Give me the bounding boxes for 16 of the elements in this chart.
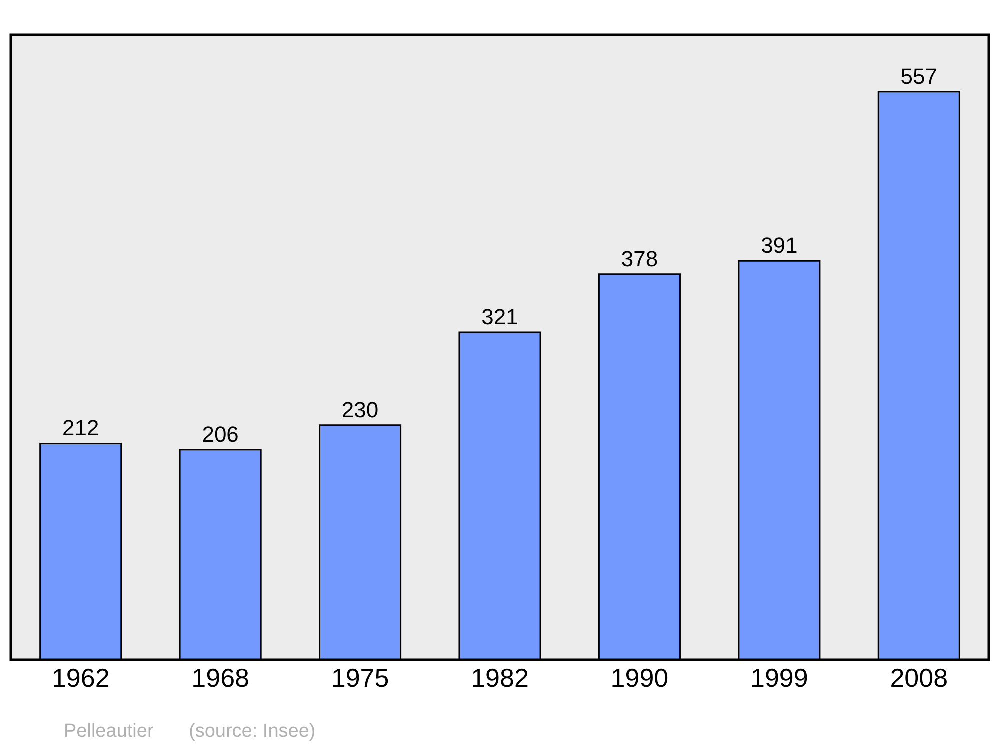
text: (source: Insee) xyxy=(189,721,316,742)
text: Pelleautier xyxy=(64,721,154,742)
x-tick-label: 1968 xyxy=(192,663,250,693)
x-tick-label: 1975 xyxy=(331,663,390,693)
x-tick-label: 1982 xyxy=(471,663,529,693)
data-label: 230 xyxy=(342,397,379,422)
data-label: 378 xyxy=(621,246,658,272)
x-tick-label: 1990 xyxy=(610,663,669,693)
data-label: 212 xyxy=(62,416,100,441)
data-label: 206 xyxy=(202,422,239,447)
x-tick-label: 2008 xyxy=(890,663,948,693)
x-tick-label: 1999 xyxy=(750,663,808,693)
data-label: 557 xyxy=(900,64,938,89)
data-label: 391 xyxy=(761,233,798,258)
data-label: 321 xyxy=(482,304,518,330)
x-tick-label: 1962 xyxy=(52,663,110,693)
